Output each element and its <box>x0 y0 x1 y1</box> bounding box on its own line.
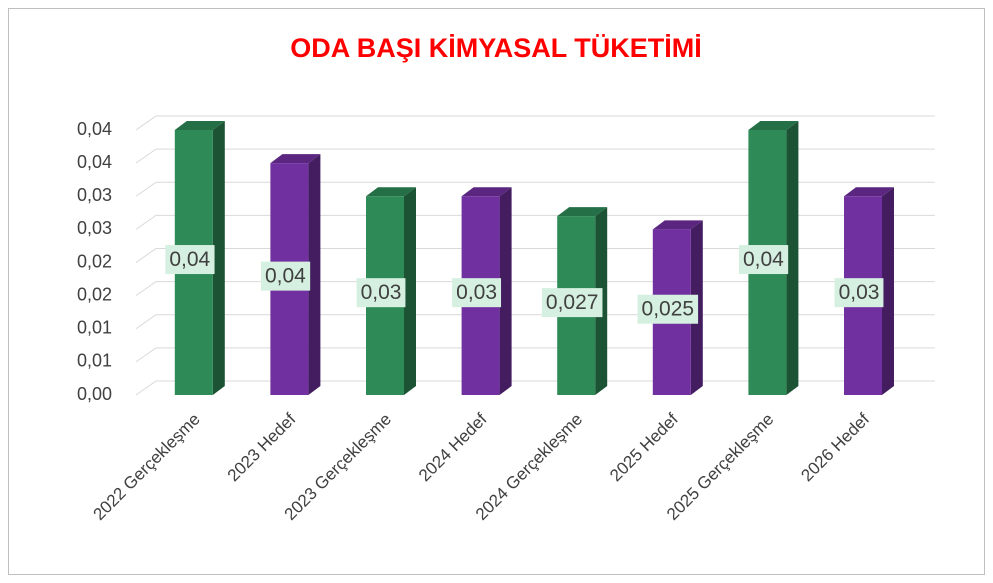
bar-side <box>212 121 225 395</box>
y-tick-label: 0,01 <box>77 351 112 371</box>
y-tick-label: 0,03 <box>77 218 112 238</box>
y-tick-label: 0,02 <box>77 251 112 271</box>
value-label: 0,04 <box>265 265 306 288</box>
grid-line <box>135 115 935 131</box>
chart-title: ODA BAŞI KİMYASAL TÜKETİMİ <box>290 33 702 63</box>
value-label-bg <box>738 245 789 275</box>
bar-top <box>174 121 225 130</box>
value-label-bg <box>452 278 502 308</box>
y-tick-label: 0,04 <box>77 152 112 172</box>
y-tick-label: 0,02 <box>77 284 112 304</box>
value-label: 0,04 <box>169 248 210 271</box>
y-tick-label: 0,03 <box>77 185 112 205</box>
bar-top <box>461 187 512 197</box>
bar-side <box>882 187 894 395</box>
y-tick-label: 0,01 <box>77 318 112 338</box>
value-label-bg <box>356 278 406 308</box>
value-label-bg <box>165 245 215 275</box>
value-label: 0,04 <box>743 248 784 271</box>
value-label-bg <box>834 278 884 308</box>
value-label-bg <box>260 261 311 291</box>
bar-top <box>844 187 894 197</box>
y-tick-label: 0,00 <box>77 384 112 404</box>
value-label: 0,03 <box>839 281 880 304</box>
bar-top <box>270 154 321 164</box>
bar-top <box>557 207 608 217</box>
bar-top <box>366 187 416 197</box>
grid-line <box>135 148 935 164</box>
bar-top <box>748 121 799 130</box>
value-label: 0,03 <box>361 281 402 304</box>
bar-top <box>652 220 703 230</box>
value-label: 0,027 <box>546 291 599 314</box>
value-label: 0,03 <box>456 281 497 304</box>
grid-line <box>135 214 935 230</box>
grid-line <box>135 181 935 197</box>
y-tick-label: 0,04 <box>77 119 112 139</box>
bar-side <box>308 154 321 395</box>
bar-side <box>499 187 512 395</box>
value-label-bg <box>637 294 699 324</box>
bar-side <box>786 121 799 395</box>
bar-side <box>404 187 416 395</box>
value-label-bg <box>541 288 603 318</box>
value-label: 0,025 <box>642 298 695 321</box>
